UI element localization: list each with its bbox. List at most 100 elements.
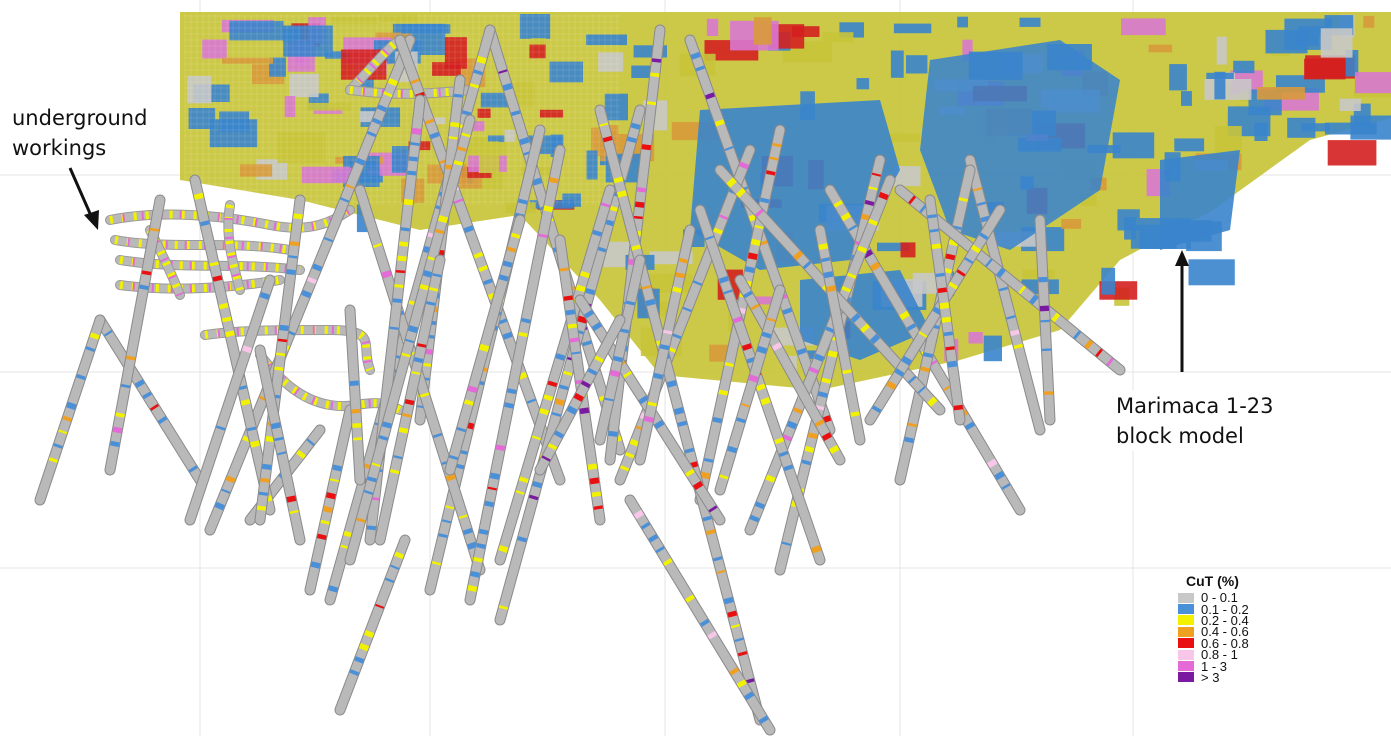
grade-interval bbox=[390, 564, 400, 570]
grade-interval bbox=[761, 331, 772, 339]
grade-interval bbox=[553, 430, 564, 439]
grade-interval bbox=[510, 110, 521, 117]
grade-interval bbox=[343, 530, 354, 538]
block-cell bbox=[313, 107, 343, 114]
grade-interval bbox=[413, 357, 424, 364]
grade-interval bbox=[419, 392, 430, 398]
grade-interval bbox=[932, 306, 943, 316]
grade-interval bbox=[778, 450, 789, 457]
grade-interval bbox=[801, 459, 812, 466]
grade-interval bbox=[328, 585, 339, 593]
grade-interval bbox=[647, 401, 657, 407]
grade-interval bbox=[996, 267, 1006, 278]
grade-interval bbox=[672, 286, 682, 293]
block-cell bbox=[1124, 217, 1136, 240]
grade-interval bbox=[604, 219, 615, 227]
block-cell bbox=[187, 75, 212, 104]
grade-interval bbox=[685, 594, 695, 603]
grade-interval bbox=[587, 367, 598, 376]
grade-interval bbox=[678, 257, 689, 264]
block-cell bbox=[283, 25, 333, 57]
grade-interval bbox=[758, 715, 769, 724]
grade-interval bbox=[518, 331, 528, 338]
grade-interval bbox=[712, 556, 723, 562]
block-cell bbox=[586, 34, 627, 46]
grade-interval bbox=[551, 411, 562, 417]
grade-interval bbox=[774, 437, 785, 445]
grade-interval bbox=[754, 501, 765, 510]
grade-interval bbox=[103, 329, 113, 337]
grade-interval bbox=[772, 142, 782, 148]
block-cell bbox=[239, 164, 273, 177]
block-cell bbox=[514, 81, 535, 107]
grade-interval bbox=[741, 343, 753, 351]
grade-interval bbox=[608, 205, 618, 212]
grade-interval bbox=[484, 500, 495, 508]
grade-interval bbox=[242, 435, 252, 443]
grade-interval bbox=[470, 571, 481, 578]
arrow-shaft bbox=[68, 167, 94, 219]
grade-interval bbox=[270, 422, 281, 430]
grade-interval bbox=[378, 435, 389, 441]
underground-workings-label: underground workings bbox=[8, 103, 152, 163]
grade-interval bbox=[726, 177, 737, 188]
grade-interval bbox=[871, 405, 882, 414]
grade-interval bbox=[289, 241, 300, 247]
grade-interval bbox=[758, 240, 768, 247]
grade-interval bbox=[619, 465, 630, 472]
drillhole bbox=[344, 304, 366, 486]
grade-interval bbox=[279, 324, 289, 332]
working-tunnel-grade bbox=[114, 236, 291, 254]
grade-interval bbox=[453, 160, 464, 167]
grade-interval bbox=[363, 629, 375, 638]
grade-interval bbox=[754, 224, 764, 230]
grade-interval bbox=[804, 445, 815, 453]
grade-interval bbox=[587, 463, 598, 471]
grade-interval bbox=[458, 449, 468, 455]
grade-interval bbox=[591, 491, 602, 498]
grade-interval bbox=[463, 399, 474, 406]
legend-swatch bbox=[1178, 626, 1194, 637]
grade-interval bbox=[345, 183, 355, 190]
grade-interval bbox=[216, 425, 226, 431]
grade-interval bbox=[469, 83, 480, 89]
block-cell bbox=[1188, 259, 1235, 286]
legend-item: 0 - 0.1 bbox=[1178, 591, 1298, 604]
grade-interval bbox=[405, 338, 415, 344]
grade-interval bbox=[237, 385, 247, 391]
drillhole bbox=[734, 274, 846, 466]
block-cell bbox=[957, 16, 968, 28]
grade-interval bbox=[749, 514, 760, 523]
grade-interval bbox=[517, 536, 528, 543]
drillhole bbox=[494, 184, 616, 566]
drillhole bbox=[694, 204, 826, 566]
grade-interval bbox=[567, 323, 578, 329]
grade-interval bbox=[502, 331, 513, 340]
block-cell bbox=[1216, 36, 1227, 65]
grade-interval bbox=[259, 291, 270, 300]
grade-interval bbox=[1009, 329, 1020, 337]
grade-interval bbox=[953, 404, 964, 411]
block-cell bbox=[1233, 60, 1255, 74]
grade-interval bbox=[901, 355, 913, 366]
grade-interval bbox=[802, 260, 812, 270]
grade-interval bbox=[869, 333, 881, 345]
grade-interval bbox=[566, 405, 578, 415]
grade-interval bbox=[659, 344, 670, 351]
grade-interval bbox=[766, 317, 776, 322]
grade-interval bbox=[634, 201, 645, 208]
block-cell bbox=[1174, 138, 1205, 152]
drillhole bbox=[624, 494, 776, 736]
block-cell bbox=[269, 57, 286, 77]
grade-interval bbox=[723, 289, 733, 295]
block-model bbox=[180, 12, 1391, 390]
grade-interval bbox=[393, 455, 403, 460]
grade-interval bbox=[555, 353, 566, 361]
grade-interval bbox=[423, 245, 434, 255]
grade-interval bbox=[89, 332, 100, 340]
grade-interval bbox=[322, 505, 333, 514]
block-cell bbox=[219, 111, 250, 132]
grade-interval bbox=[475, 542, 486, 549]
grade-interval bbox=[461, 110, 472, 116]
grade-interval bbox=[423, 348, 433, 355]
